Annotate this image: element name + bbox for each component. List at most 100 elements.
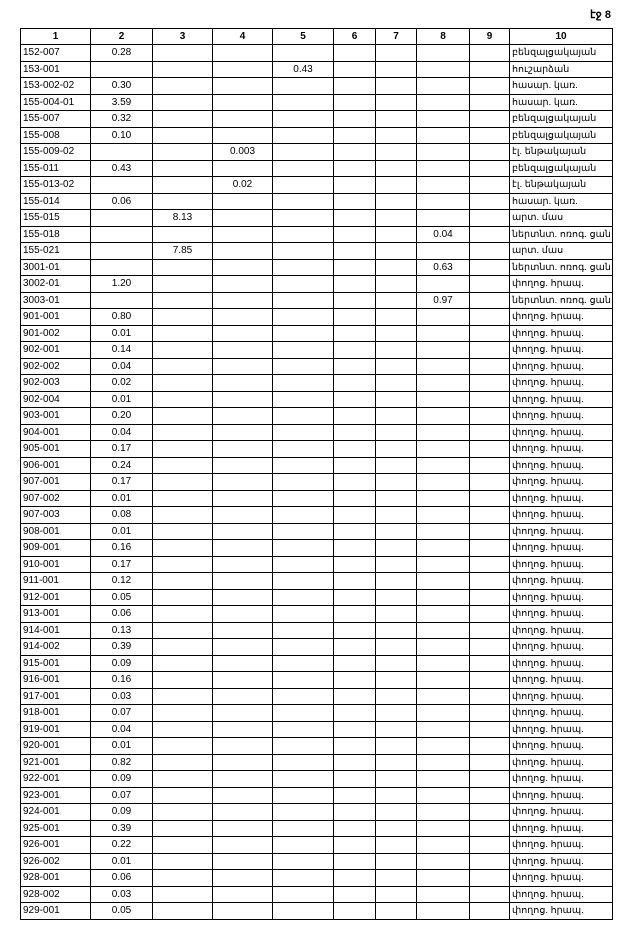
parcel-code-cell: 918-001 xyxy=(20,704,91,722)
parcel-code-cell: 155-009-02 xyxy=(20,143,91,161)
table-row: 909-001 0.16 փողոց. հրապ. xyxy=(20,539,613,557)
table-row: 153-001 0.43 հուշարձան xyxy=(20,60,613,78)
area-cell xyxy=(152,77,213,95)
area-cell xyxy=(272,506,334,524)
area-cell xyxy=(375,324,417,342)
area-cell xyxy=(152,737,213,755)
area-cell xyxy=(416,869,470,887)
area-cell xyxy=(212,489,273,507)
area-cell xyxy=(469,869,510,887)
area-cell xyxy=(90,242,153,260)
area-cell xyxy=(375,852,417,870)
table-row: 901-001 0.80 փողոց. հրապ. xyxy=(20,308,613,326)
parcel-code-cell: 155-014 xyxy=(20,192,91,210)
area-cell xyxy=(469,885,510,903)
area-cell xyxy=(272,93,334,111)
area-cell xyxy=(375,836,417,854)
area-cell xyxy=(416,671,470,689)
land-use-cell: հուշարձան xyxy=(509,60,613,78)
area-cell: 0.03 xyxy=(90,885,153,903)
area-cell xyxy=(469,819,510,837)
parcel-code-cell: 919-001 xyxy=(20,720,91,738)
area-cell xyxy=(152,885,213,903)
area-cell xyxy=(416,737,470,755)
land-use-cell: փողոց. հրապ. xyxy=(509,423,613,441)
area-cell: 0.13 xyxy=(90,621,153,639)
parcel-code-cell: 3001-01 xyxy=(20,258,91,276)
area-cell xyxy=(333,192,376,210)
parcel-code-cell: 3003-01 xyxy=(20,291,91,309)
parcel-code-cell: 922-001 xyxy=(20,770,91,788)
area-cell: 0.43 xyxy=(272,60,334,78)
area-cell xyxy=(333,588,376,606)
area-cell xyxy=(469,852,510,870)
area-cell xyxy=(375,110,417,128)
land-use-cell: փողոց. հրապ. xyxy=(509,687,613,705)
area-cell xyxy=(375,506,417,524)
area-cell xyxy=(212,456,273,474)
area-cell: 0.05 xyxy=(90,902,153,920)
table-row: 152-007 0.28 բենզալցակայան xyxy=(20,44,613,62)
area-cell xyxy=(152,275,213,293)
area-cell xyxy=(469,192,510,210)
area-cell xyxy=(375,902,417,920)
area-cell xyxy=(416,720,470,738)
area-cell xyxy=(152,786,213,804)
table-row: 908-001 0.01 փողոց. հրապ. xyxy=(20,522,613,540)
area-cell xyxy=(272,423,334,441)
area-cell xyxy=(272,539,334,557)
area-cell xyxy=(469,275,510,293)
table-row: 913-001 0.06 փողոց. հրապ. xyxy=(20,605,613,623)
table-row: 925-001 0.39 փողոց. հրապ. xyxy=(20,819,613,837)
land-use-cell: ներտնտ. ոռոգ. ցան xyxy=(509,258,613,276)
land-use-cell: փողոց. հրապ. xyxy=(509,489,613,507)
area-cell xyxy=(375,374,417,392)
area-cell xyxy=(416,555,470,573)
parcel-code-cell: 912-001 xyxy=(20,588,91,606)
area-cell xyxy=(469,621,510,639)
area-cell xyxy=(333,654,376,672)
area-cell xyxy=(416,209,470,227)
area-cell xyxy=(416,60,470,78)
land-use-cell: բենզալցակայան xyxy=(509,159,613,177)
area-cell xyxy=(212,753,273,771)
area-cell xyxy=(212,209,273,227)
parcel-code-cell: 155-008 xyxy=(20,126,91,144)
area-cell xyxy=(375,489,417,507)
area-cell xyxy=(212,770,273,788)
header-row: 1 2 3 4 5 6 7 8 9 10 xyxy=(20,28,613,45)
area-cell xyxy=(375,671,417,689)
area-cell xyxy=(375,258,417,276)
parcel-code-cell: 3002-01 xyxy=(20,275,91,293)
area-cell xyxy=(272,275,334,293)
table-row: 3002-01 1.20 փողոց. հրապ. xyxy=(20,275,613,293)
area-cell xyxy=(375,621,417,639)
area-cell xyxy=(333,671,376,689)
land-use-cell: հասար. կառ. xyxy=(509,93,613,111)
area-cell xyxy=(212,159,273,177)
area-cell xyxy=(333,852,376,870)
area-cell: 0.17 xyxy=(90,440,153,458)
area-cell: 0.06 xyxy=(90,869,153,887)
area-cell xyxy=(152,522,213,540)
area-cell xyxy=(152,176,213,194)
parcel-code-cell: 901-001 xyxy=(20,308,91,326)
area-cell xyxy=(375,93,417,111)
area-cell xyxy=(469,60,510,78)
parcel-code-cell: 902-003 xyxy=(20,374,91,392)
area-cell xyxy=(416,539,470,557)
area-cell xyxy=(212,291,273,309)
area-cell xyxy=(152,819,213,837)
parcel-code-cell: 921-001 xyxy=(20,753,91,771)
table-row: 912-001 0.05 փողոց. հրապ. xyxy=(20,588,613,606)
area-cell xyxy=(375,654,417,672)
area-cell: 0.30 xyxy=(90,77,153,95)
area-cell xyxy=(272,836,334,854)
table-row: 901-002 0.01 փողոց. հրապ. xyxy=(20,324,613,342)
area-cell xyxy=(90,60,153,78)
land-use-cell: փողոց. հրապ. xyxy=(509,572,613,590)
table-row: 902-003 0.02 փողոց. հրապ. xyxy=(20,374,613,392)
area-cell xyxy=(152,770,213,788)
area-cell xyxy=(375,126,417,144)
parcel-code-cell: 903-001 xyxy=(20,407,91,425)
